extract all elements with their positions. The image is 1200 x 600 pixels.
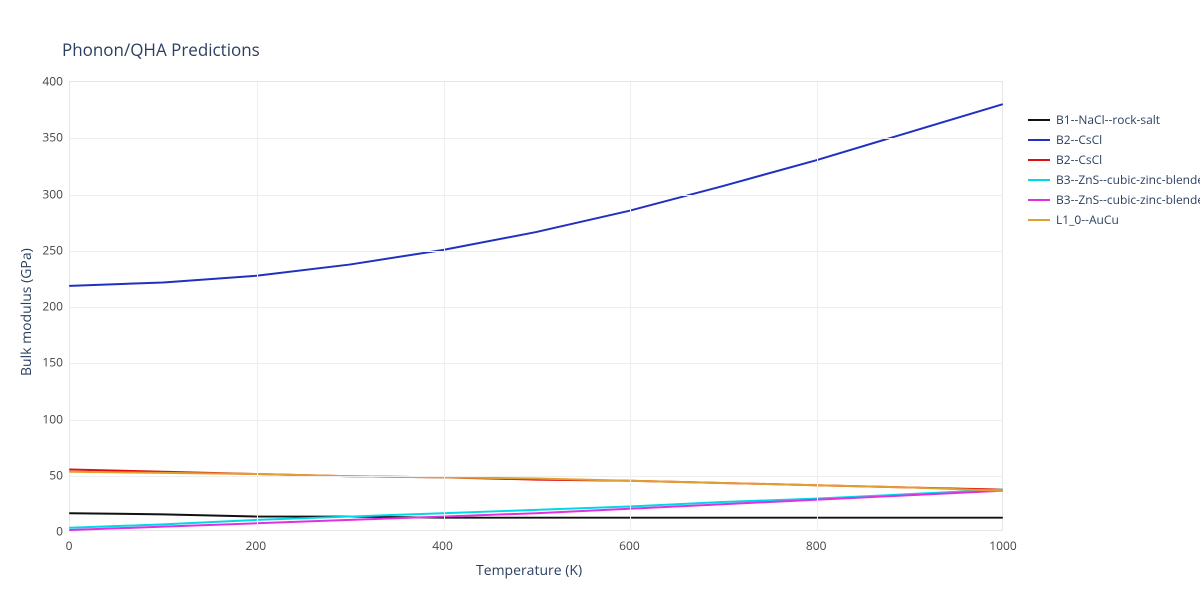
series-line[interactable]	[70, 472, 1002, 491]
y-tick-label: 0	[27, 523, 63, 540]
legend-swatch	[1028, 119, 1050, 121]
gridline-h	[70, 195, 1002, 196]
legend-item[interactable]: B3--ZnS--cubic-zinc-blende	[1028, 190, 1200, 210]
legend-label: B1--NaCl--rock-salt	[1056, 110, 1160, 130]
series-canvas	[70, 82, 1002, 530]
legend[interactable]: B1--NaCl--rock-saltB2--CsClB2--CsClB3--Z…	[1028, 110, 1200, 230]
gridline-v	[817, 82, 818, 530]
legend-label: B2--CsCl	[1056, 130, 1102, 150]
legend-swatch	[1028, 199, 1050, 201]
x-tick-label: 400	[432, 537, 453, 554]
legend-swatch	[1028, 179, 1050, 181]
y-tick-label: 50	[27, 466, 63, 483]
legend-label: B3--ZnS--cubic-zinc-blende	[1056, 170, 1200, 190]
gridline-h	[70, 138, 1002, 139]
legend-swatch	[1028, 219, 1050, 221]
legend-item[interactable]: B2--CsCl	[1028, 130, 1200, 150]
chart-title: Phonon/QHA Predictions	[62, 38, 260, 61]
legend-label: L1_0--AuCu	[1056, 210, 1119, 230]
x-tick-label: 200	[246, 537, 267, 554]
y-tick-label: 100	[27, 410, 63, 427]
legend-item[interactable]: B1--NaCl--rock-salt	[1028, 110, 1200, 130]
y-tick-label: 350	[27, 129, 63, 146]
y-tick-label: 200	[27, 298, 63, 315]
x-tick-label: 1000	[989, 537, 1016, 554]
legend-label: B3--ZnS--cubic-zinc-blende	[1056, 190, 1200, 210]
gridline-h	[70, 363, 1002, 364]
gridline-h	[70, 476, 1002, 477]
x-tick-label: 600	[619, 537, 640, 554]
legend-swatch	[1028, 159, 1050, 161]
gridline-v	[444, 82, 445, 530]
y-tick-label: 150	[27, 354, 63, 371]
y-tick-label: 300	[27, 185, 63, 202]
series-line[interactable]	[70, 490, 1002, 528]
gridline-v	[257, 82, 258, 530]
legend-item[interactable]: L1_0--AuCu	[1028, 210, 1200, 230]
gridline-h	[70, 251, 1002, 252]
gridline-h	[70, 307, 1002, 308]
y-tick-label: 250	[27, 241, 63, 258]
gridline-h	[70, 420, 1002, 421]
legend-item[interactable]: B3--ZnS--cubic-zinc-blende	[1028, 170, 1200, 190]
chart-root: Phonon/QHA Predictions Bulk modulus (GPa…	[0, 0, 1200, 600]
x-tick-label: 800	[806, 537, 827, 554]
legend-item[interactable]: B2--CsCl	[1028, 150, 1200, 170]
x-axis-label: Temperature (K)	[476, 561, 582, 580]
x-tick-label: 0	[66, 537, 73, 554]
legend-swatch	[1028, 139, 1050, 141]
gridline-v	[630, 82, 631, 530]
legend-label: B2--CsCl	[1056, 150, 1102, 170]
y-tick-label: 400	[27, 73, 63, 90]
plot-area[interactable]	[69, 81, 1003, 531]
